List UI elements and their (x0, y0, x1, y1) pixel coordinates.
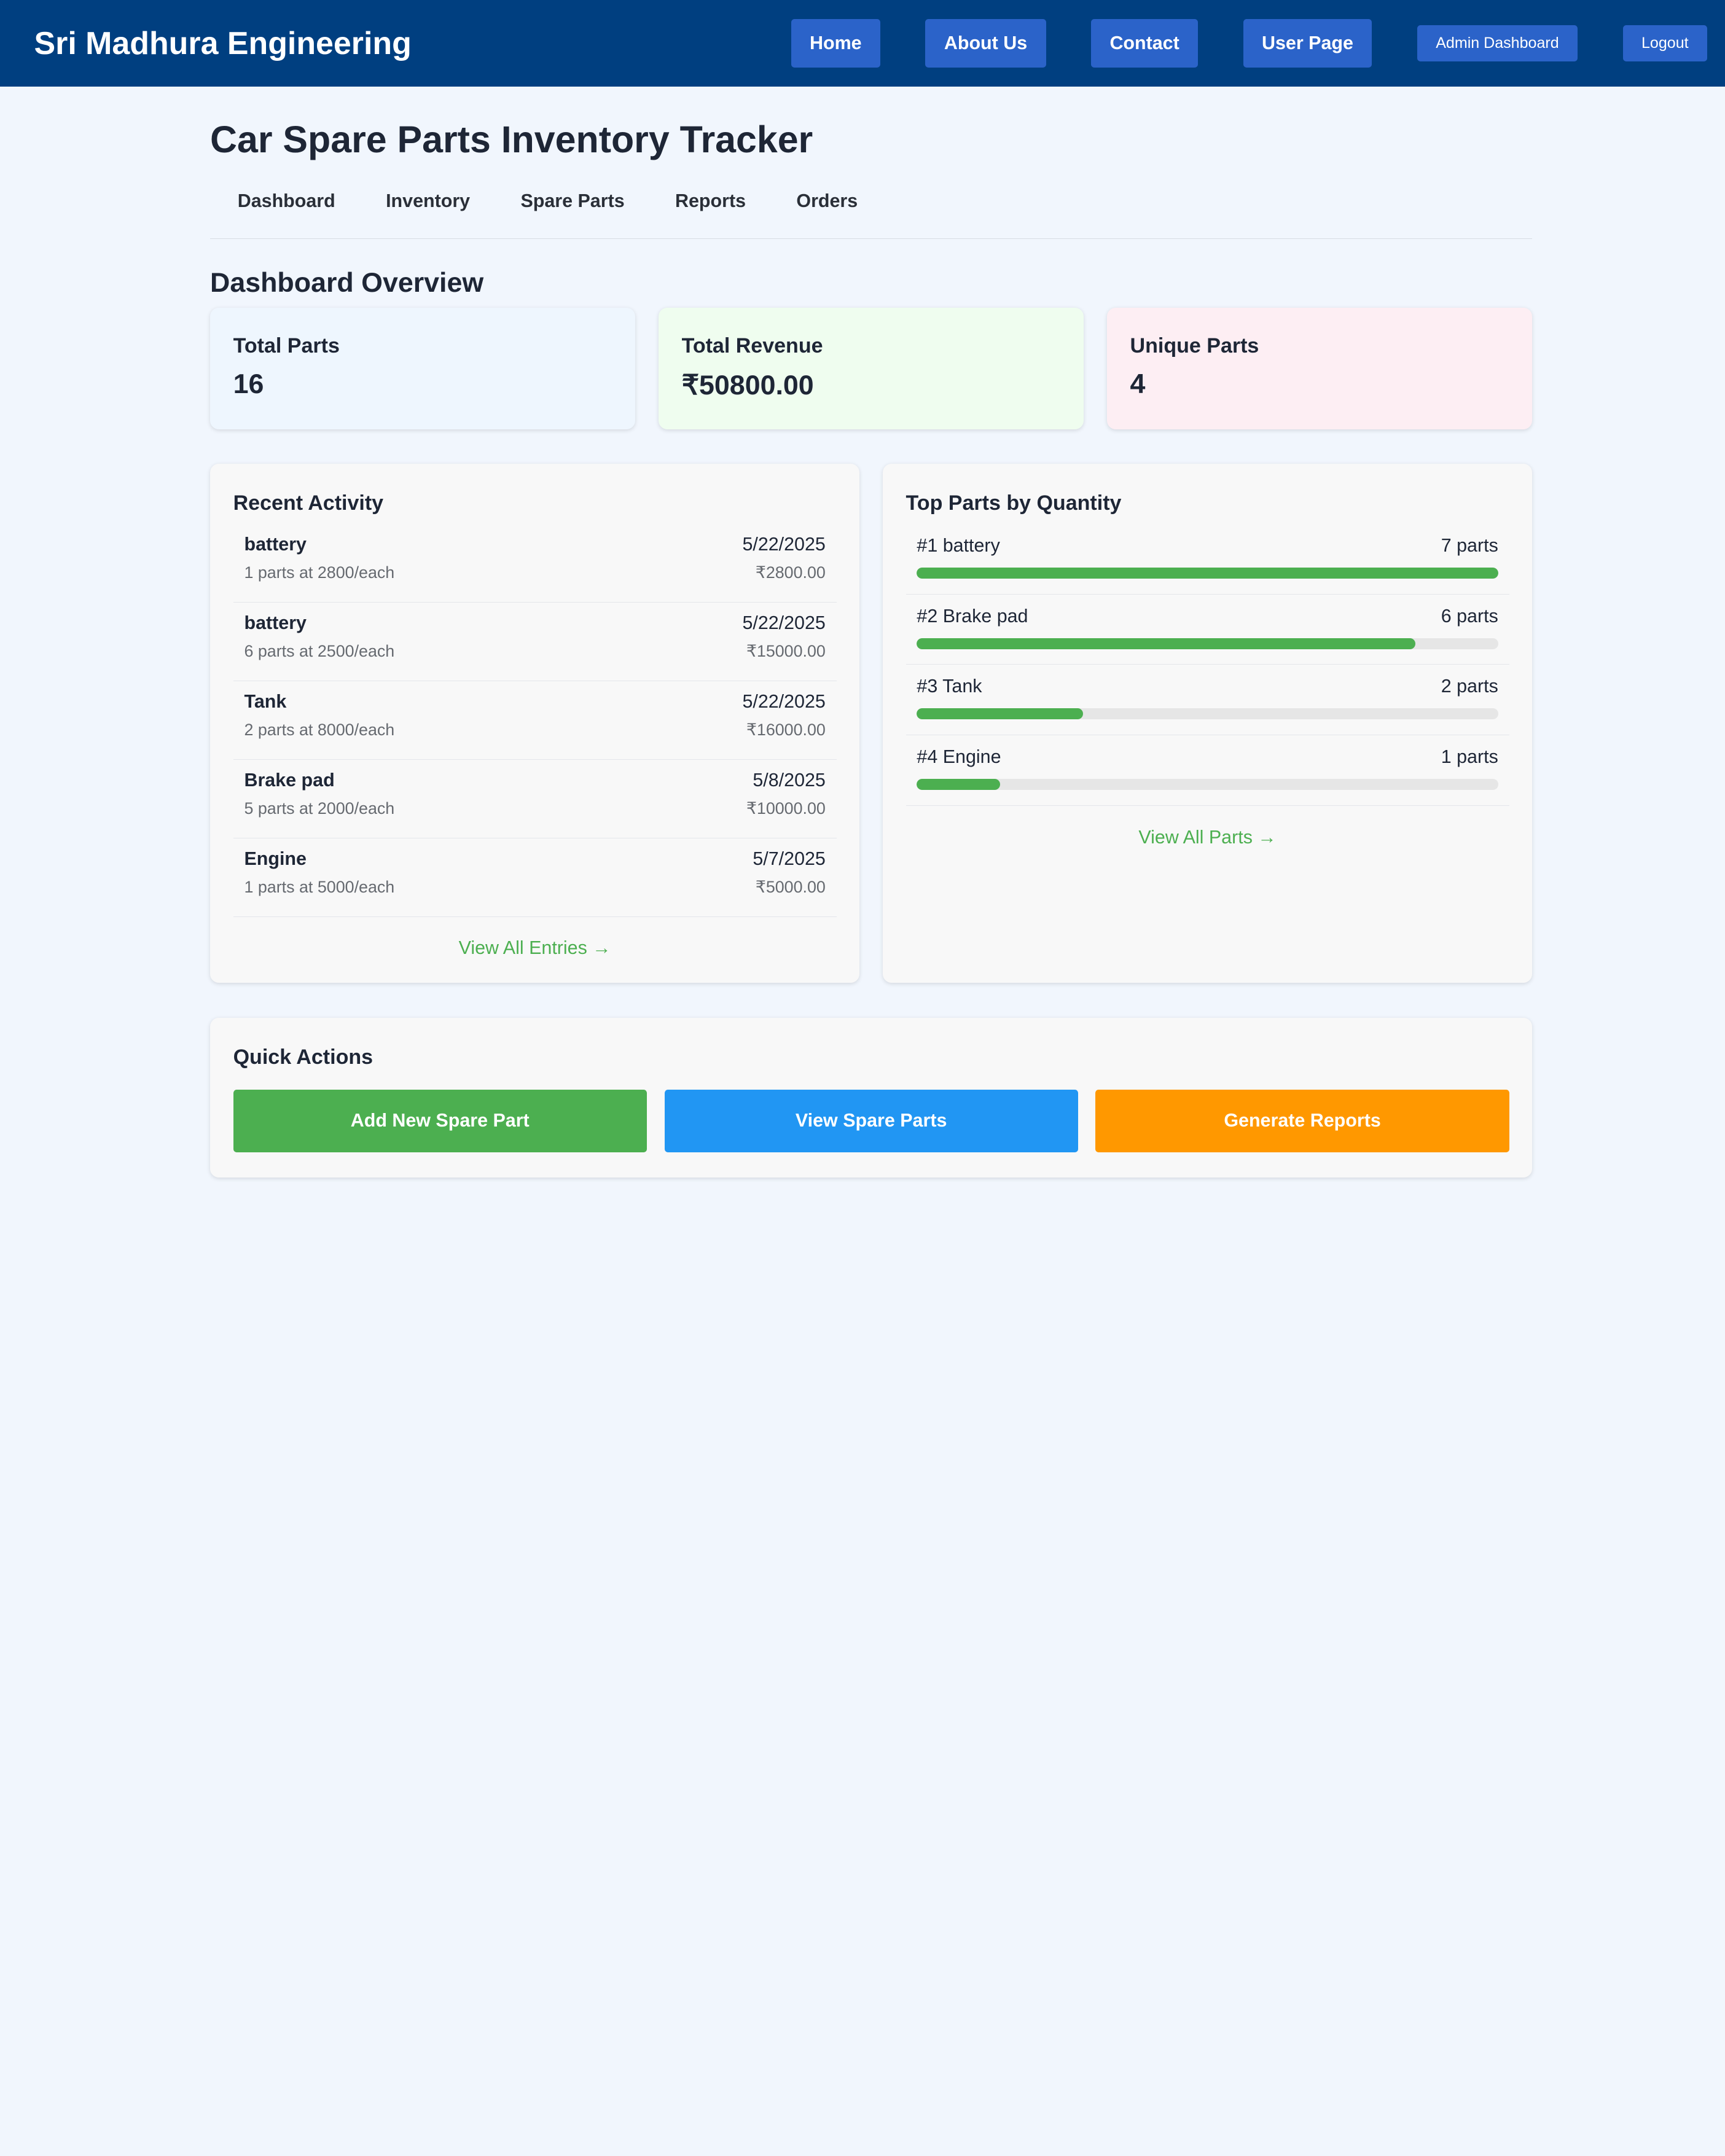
nav-home-button[interactable]: Home (791, 19, 881, 68)
activity-date: 5/22/2025 (742, 612, 826, 634)
stat-value: ₹50800.00 (681, 370, 814, 401)
stat-value: 4 (1130, 369, 1146, 400)
admin-dashboard-button[interactable]: Admin Dashboard (1417, 25, 1578, 62)
activity-amount: ₹2800.00 (755, 563, 826, 582)
activity-amount: ₹15000.00 (746, 641, 826, 660)
logout-button[interactable]: Logout (1622, 25, 1708, 62)
quantity-bar-track (917, 638, 1498, 649)
quick-action-buttons: Add New Spare Part View Spare Parts Gene… (233, 1089, 1509, 1152)
tab-orders[interactable]: Orders (796, 190, 858, 211)
top-part-count: 6 parts (1441, 605, 1498, 627)
nav-user-page-button[interactable]: User Page (1243, 19, 1372, 68)
top-parts-list: #1 battery 7 parts #2 Brake pad 6 parts (906, 524, 1509, 806)
activity-date: 5/8/2025 (753, 770, 826, 791)
quantity-bar-track (917, 778, 1498, 790)
quantity-bar-fill (917, 778, 1000, 790)
top-part-name: #2 Brake pad (917, 605, 1028, 627)
sub-nav-tabs: Dashboard Inventory Spare Parts Reports … (210, 190, 1533, 239)
top-part-count: 1 parts (1441, 746, 1498, 767)
stat-label: Total Revenue (681, 334, 823, 357)
top-part-row: #4 Engine 1 parts (906, 735, 1509, 806)
top-part-row: #3 Tank 2 parts (906, 665, 1509, 736)
panel-title: Quick Actions (233, 1045, 374, 1069)
activity-date: 5/22/2025 (742, 534, 826, 555)
activity-part-name: battery (244, 534, 307, 555)
stat-label: Total Parts (233, 334, 340, 357)
recent-activity-panel: Recent Activity battery 1 parts at 2800/… (210, 463, 860, 983)
stat-value: 16 (233, 369, 264, 400)
top-part-name: #4 Engine (917, 746, 1001, 767)
activity-amount: ₹10000.00 (746, 799, 826, 818)
nav-about-button[interactable]: About Us (925, 19, 1046, 68)
stat-cards: Total Parts 16 Total Revenue ₹50800.00 U… (210, 307, 1533, 430)
activity-part-name: Tank (244, 691, 287, 713)
activity-amount: ₹16000.00 (746, 720, 826, 739)
nav-contact-button[interactable]: Contact (1091, 19, 1199, 68)
activity-row: battery 1 parts at 2800/each 5/22/2025 ₹… (233, 524, 837, 603)
brand-title: Sri Madhura Engineering (34, 25, 412, 61)
quick-actions-panel: Quick Actions Add New Spare Part View Sp… (210, 1018, 1533, 1178)
quantity-bar-track (917, 708, 1498, 720)
activity-detail: 1 parts at 2800/each (244, 563, 395, 582)
top-part-row: #1 battery 7 parts (906, 524, 1509, 595)
top-part-count: 7 parts (1441, 535, 1498, 557)
top-part-name: #3 Tank (917, 676, 982, 697)
activity-part-name: Brake pad (244, 770, 335, 791)
nav-links: Home About Us Contact User Page Admin Da… (791, 19, 1708, 68)
activity-part-name: Engine (244, 848, 307, 870)
activity-part-name: battery (244, 612, 307, 634)
activity-date: 5/7/2025 (753, 848, 826, 870)
view-all-parts-link[interactable]: View All Parts → (1138, 826, 1277, 848)
add-new-spare-part-button[interactable]: Add New Spare Part (233, 1089, 647, 1152)
top-part-row: #2 Brake pad 6 parts (906, 595, 1509, 665)
page: Sri Madhura Engineering Home About Us Co… (0, 0, 1725, 1178)
activity-row: Engine 1 parts at 5000/each 5/7/2025 ₹50… (233, 838, 837, 918)
activity-amount: ₹5000.00 (755, 877, 826, 896)
tab-reports[interactable]: Reports (675, 190, 746, 211)
activity-detail: 1 parts at 5000/each (244, 877, 395, 896)
tab-spare-parts[interactable]: Spare Parts (520, 190, 625, 211)
tab-inventory[interactable]: Inventory (386, 190, 471, 211)
view-all-entries-link[interactable]: View All Entries → (458, 937, 611, 958)
activity-list: battery 1 parts at 2800/each 5/22/2025 ₹… (233, 524, 837, 918)
stat-label: Unique Parts (1130, 334, 1259, 357)
top-parts-panel: Top Parts by Quantity #1 battery 7 parts (882, 463, 1533, 983)
top-part-count: 2 parts (1441, 676, 1498, 697)
activity-row: Tank 2 parts at 8000/each 5/22/2025 ₹160… (233, 681, 837, 760)
activity-date: 5/22/2025 (742, 691, 826, 713)
quantity-bar-fill (917, 708, 1083, 720)
panel-title: Recent Activity (233, 491, 384, 515)
stat-card-unique-parts: Unique Parts 4 (1106, 307, 1533, 430)
tab-dashboard[interactable]: Dashboard (237, 190, 335, 211)
page-title: Car Spare Parts Inventory Tracker (210, 118, 813, 160)
quantity-bar-track (917, 568, 1498, 579)
top-navbar: Sri Madhura Engineering Home About Us Co… (0, 0, 1725, 87)
stat-card-total-revenue: Total Revenue ₹50800.00 (658, 307, 1084, 430)
top-part-name: #1 battery (917, 535, 1000, 557)
quantity-bar-fill (917, 568, 1498, 579)
activity-detail: 6 parts at 2500/each (244, 641, 395, 660)
panel-title: Top Parts by Quantity (906, 491, 1122, 515)
quantity-bar-fill (917, 638, 1415, 649)
overview-title: Dashboard Overview (210, 267, 484, 299)
stat-card-total-parts: Total Parts 16 (210, 307, 636, 430)
panels-row: Recent Activity battery 1 parts at 2800/… (210, 463, 1533, 983)
activity-detail: 5 parts at 2000/each (244, 799, 395, 818)
view-spare-parts-button[interactable]: View Spare Parts (664, 1089, 1078, 1152)
generate-reports-button[interactable]: Generate Reports (1095, 1089, 1509, 1152)
activity-row: Brake pad 5 parts at 2000/each 5/8/2025 … (233, 760, 837, 839)
activity-row: battery 6 parts at 2500/each 5/22/2025 ₹… (233, 603, 837, 682)
activity-detail: 2 parts at 8000/each (244, 720, 395, 739)
main-content: Car Spare Parts Inventory Tracker Dashbo… (210, 118, 1533, 1178)
